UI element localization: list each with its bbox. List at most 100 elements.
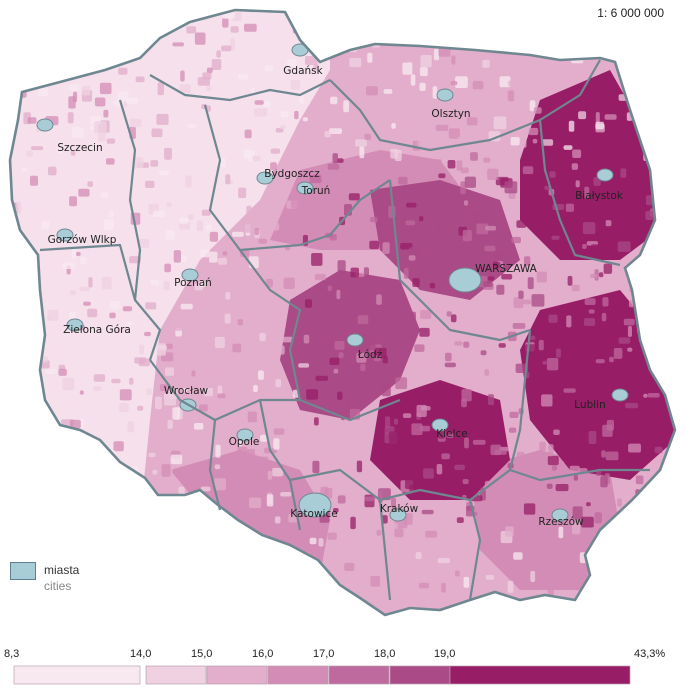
gmina-patch (670, 381, 675, 393)
gmina-patch (432, 86, 438, 99)
gmina-patch (187, 124, 197, 129)
gmina-patch (343, 100, 349, 113)
gmina-patch (225, 291, 231, 300)
gmina-patch (552, 204, 565, 210)
gmina-patch (366, 86, 378, 96)
gmina-patch (436, 226, 442, 232)
gmina-patch (516, 220, 527, 228)
gmina-patch (21, 167, 28, 172)
gmina-patch (420, 55, 432, 68)
gmina-patch (448, 128, 460, 139)
gmina-patch (627, 347, 633, 352)
gmina-patch (658, 332, 668, 344)
gmina-patch (456, 160, 463, 171)
gmina-patch (288, 514, 299, 523)
gmina-patch (587, 584, 594, 596)
gmina-patch (375, 551, 382, 560)
gmina-patch (510, 137, 520, 146)
gmina-patch (485, 596, 495, 604)
gmina-patch (325, 336, 336, 342)
gmina-patch (341, 33, 354, 39)
city-area (36, 118, 54, 132)
gmina-patch (507, 580, 514, 593)
gmina-patch (72, 458, 83, 470)
gmina-patch (627, 325, 632, 337)
gmina-patch (582, 243, 587, 249)
gmina-patch (567, 275, 573, 286)
gmina-patch (327, 163, 340, 170)
gmina-patch (93, 386, 102, 391)
gmina-patch (214, 605, 222, 612)
city-label: Łódź (357, 349, 383, 361)
gmina-patch (420, 425, 431, 432)
gmina-patch (584, 298, 596, 305)
gmina-patch (568, 120, 575, 132)
gmina-patch (94, 121, 107, 134)
gmina-patch (266, 494, 274, 507)
city-area (436, 88, 454, 102)
gmina-patch (364, 133, 372, 140)
gmina-patch (349, 57, 362, 68)
color-scale-legend: 8,3 14,0 15,0 16,0 17,0 18,0 19,0 43,3% (0, 648, 686, 693)
gmina-patch (402, 413, 412, 418)
city-area (298, 492, 332, 518)
gmina-patch (129, 118, 142, 128)
gmina-patch (103, 219, 114, 230)
gmina-patch (27, 117, 37, 124)
gmina-patch (24, 337, 36, 350)
gmina-patch (259, 456, 269, 466)
gmina-patch (435, 124, 449, 131)
gmina-patch (558, 526, 564, 539)
gmina-patch (395, 377, 408, 390)
gmina-patch (275, 379, 282, 388)
gmina-patch (572, 506, 583, 520)
gmina-patch (357, 578, 363, 588)
gmina-patch (337, 260, 346, 273)
gmina-patch (615, 436, 628, 448)
gmina-patch (222, 17, 229, 28)
gmina-patch (80, 257, 87, 265)
gmina-patch (299, 94, 304, 104)
gmina-patch (257, 519, 269, 525)
gmina-patch (236, 609, 249, 615)
gmina-patch (557, 548, 564, 553)
gmina-patch (443, 408, 449, 418)
gmina-patch (254, 227, 259, 236)
gmina-patch (415, 552, 422, 560)
gmina-patch (382, 242, 390, 254)
gmina-patch (672, 441, 675, 449)
gmina-patch (483, 157, 491, 163)
gmina-patch (252, 155, 261, 162)
gmina-patch (673, 288, 675, 298)
gmina-patch (501, 274, 513, 280)
gmina-patch (156, 113, 169, 125)
gmina-patch (160, 485, 171, 492)
gmina-patch (132, 530, 143, 536)
gmina-patch (609, 356, 614, 363)
gmina-patch (566, 315, 572, 328)
gmina-patch (555, 484, 569, 492)
gmina-patch (93, 493, 106, 501)
gmina-patch (100, 192, 108, 198)
gmina-patch (177, 520, 191, 529)
gmina-patch (17, 507, 28, 516)
gmina-patch (470, 393, 481, 401)
gmina-patch (179, 84, 191, 94)
gmina-patch (470, 152, 478, 161)
gmina-patch (360, 603, 368, 609)
gmina-patch (228, 575, 237, 587)
gmina-patch (370, 217, 378, 223)
gmina-patch (152, 210, 166, 217)
gmina-patch (450, 314, 457, 323)
gmina-patch (98, 132, 106, 142)
gmina-patch (657, 497, 670, 504)
gmina-patch (61, 52, 69, 59)
gmina-patch (640, 102, 648, 108)
gmina-patch (429, 159, 442, 164)
gmina-patch (103, 109, 109, 118)
gmina-patch (180, 303, 193, 310)
gmina-patch (425, 530, 438, 538)
gmina-patch (71, 127, 84, 138)
gmina-patch (69, 311, 77, 319)
gmina-patch (602, 424, 613, 437)
